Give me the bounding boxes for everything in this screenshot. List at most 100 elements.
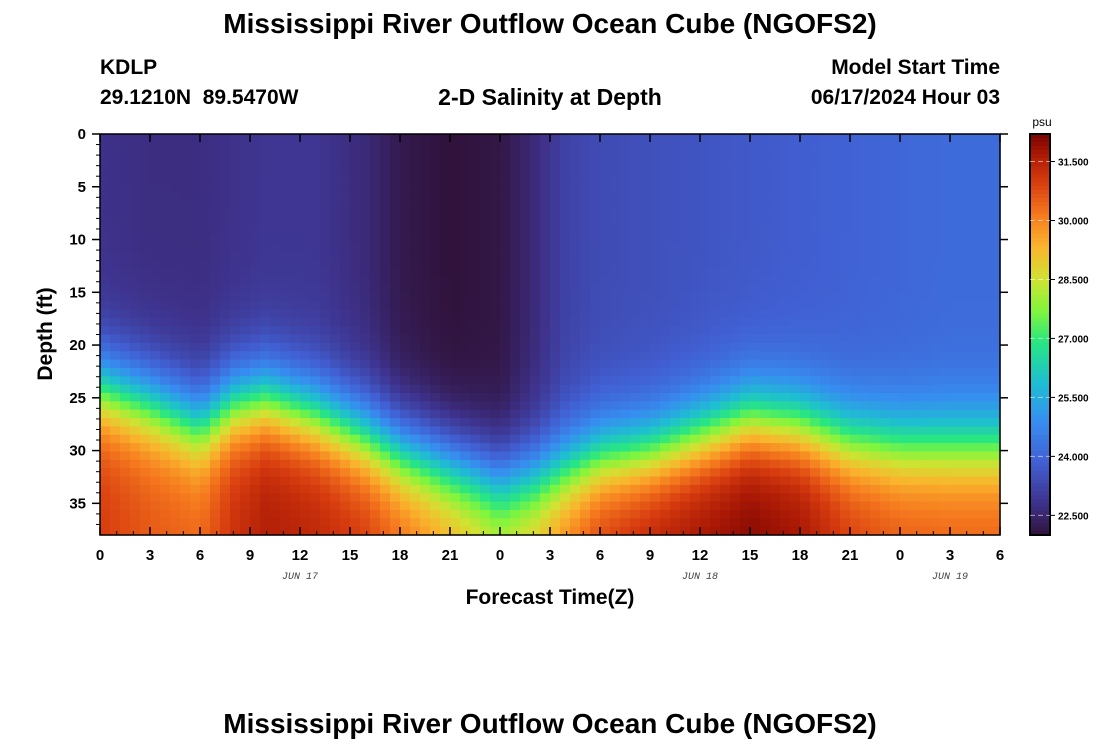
heatmap-cell <box>700 284 711 294</box>
heatmap-cell <box>530 192 541 202</box>
heatmap-cell <box>140 468 151 478</box>
heatmap-cell <box>200 142 211 152</box>
heatmap-cell <box>370 225 381 235</box>
heatmap-cell <box>250 401 261 411</box>
heatmap-cell <box>770 501 781 511</box>
heatmap-cell <box>280 259 291 269</box>
heatmap-cell <box>690 484 701 494</box>
heatmap-cell <box>400 367 411 377</box>
heatmap-cell <box>650 367 661 377</box>
heatmap-cell <box>110 434 121 444</box>
heatmap-cell <box>920 493 931 503</box>
heatmap-cell <box>600 326 611 336</box>
heatmap-cell <box>570 234 581 244</box>
date-label: JUN 17 <box>282 572 318 583</box>
heatmap-cell <box>370 234 381 244</box>
heatmap-cell <box>220 434 231 444</box>
heatmap-cell <box>350 359 361 369</box>
heatmap-cell <box>650 175 661 185</box>
heatmap-cell <box>930 409 941 419</box>
heatmap-cell <box>130 384 141 394</box>
heatmap-cell <box>310 392 321 402</box>
heatmap-cell <box>230 392 241 402</box>
heatmap-cell <box>420 292 431 302</box>
heatmap-cell <box>150 451 161 461</box>
heatmap-cell <box>670 167 681 177</box>
heatmap-cell <box>200 509 211 519</box>
heatmap-cell <box>910 509 921 519</box>
heatmap-cell <box>370 242 381 252</box>
heatmap-cell <box>290 342 301 352</box>
heatmap-cell <box>590 476 601 486</box>
heatmap-cell <box>820 242 831 252</box>
heatmap-cell <box>210 434 221 444</box>
heatmap-cell <box>770 509 781 519</box>
heatmap-cell <box>840 234 851 244</box>
heatmap-cell <box>450 209 461 219</box>
heatmap-cell <box>480 518 491 528</box>
heatmap-cell <box>950 192 961 202</box>
heatmap-cell <box>700 167 711 177</box>
heatmap-cell <box>150 242 161 252</box>
heatmap-cell <box>110 392 121 402</box>
x-tick-label: 0 <box>896 547 904 564</box>
heatmap-cell <box>810 451 821 461</box>
heatmap-cell <box>710 342 721 352</box>
heatmap-cell <box>580 284 591 294</box>
heatmap-cell <box>370 426 381 436</box>
heatmap-cell <box>920 276 931 285</box>
heatmap-cell <box>190 142 201 152</box>
heatmap-cell <box>330 309 341 319</box>
heatmap-cell <box>620 317 631 327</box>
heatmap-cell <box>300 526 311 536</box>
heatmap-cell <box>880 326 891 336</box>
heatmap-cell <box>220 493 231 503</box>
heatmap-cell <box>830 476 841 486</box>
heatmap-cell <box>330 200 341 210</box>
heatmap-cell <box>720 493 731 503</box>
heatmap-cell <box>300 267 311 277</box>
heatmap-cell <box>290 192 301 202</box>
heatmap-cell <box>860 284 871 294</box>
heatmap-cell <box>390 184 401 194</box>
heatmap-cell <box>830 159 841 169</box>
heatmap-cell <box>290 209 301 219</box>
heatmap-cell <box>900 526 911 536</box>
heatmap-cell <box>130 484 141 494</box>
heatmap-cell <box>380 225 391 235</box>
heatmap-cell <box>760 175 771 185</box>
heatmap-cell <box>700 518 711 528</box>
heatmap-cell <box>390 526 401 536</box>
heatmap-cell <box>400 217 411 227</box>
heatmap-cell <box>680 200 691 210</box>
heatmap-cell <box>210 250 221 260</box>
heatmap-cell <box>880 167 891 177</box>
heatmap-cell <box>250 351 261 361</box>
heatmap-cell <box>820 284 831 294</box>
heatmap-cell <box>210 309 221 319</box>
heatmap-cell <box>300 334 311 344</box>
heatmap-cell <box>940 317 951 327</box>
heatmap-cell <box>150 150 161 160</box>
heatmap-cell <box>580 234 591 244</box>
heatmap-cell <box>570 242 581 252</box>
heatmap-cell <box>370 309 381 319</box>
heatmap-cell <box>270 150 281 160</box>
heatmap-cell <box>290 376 301 386</box>
heatmap-cell <box>490 192 501 202</box>
heatmap-cell <box>460 301 471 311</box>
heatmap-cell <box>330 367 341 377</box>
heatmap-cell <box>730 409 741 419</box>
heatmap-cell <box>480 301 491 311</box>
heatmap-cell <box>180 484 191 494</box>
heatmap-cell <box>270 301 281 311</box>
heatmap-cell <box>350 418 361 427</box>
heatmap-cell <box>970 309 981 319</box>
heatmap-cell <box>310 401 321 411</box>
heatmap-cell <box>130 134 141 143</box>
heatmap-cell <box>620 493 631 503</box>
heatmap-cell <box>160 409 171 419</box>
heatmap-cell <box>950 468 961 478</box>
heatmap-cell <box>720 267 731 277</box>
heatmap-cell <box>110 401 121 411</box>
